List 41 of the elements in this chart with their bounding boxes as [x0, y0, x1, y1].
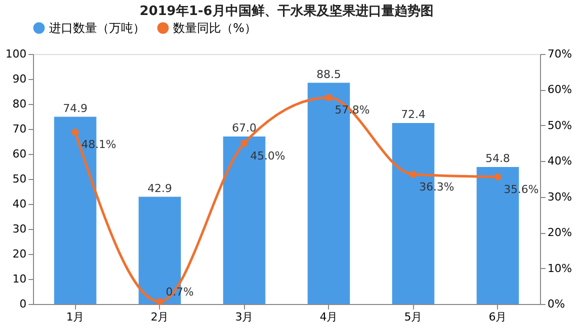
y-tick-label: 60 — [12, 148, 26, 160]
x-tick-label: 2月 — [150, 310, 169, 324]
point — [156, 298, 164, 306]
point — [72, 128, 79, 136]
y-tick-label: 90 — [12, 72, 26, 86]
data-label: 72.4 — [401, 108, 426, 121]
y-tick-label: 80 — [12, 98, 26, 110]
y2-tick-label: 30% — [548, 190, 572, 204]
chart-title: 2019年1-6月中国鲜、干水果及坚果进口量趋势图 — [140, 3, 434, 19]
y-tick-label: 10 — [12, 272, 26, 286]
y-tick-label: 20 — [12, 248, 26, 260]
x-tick-label: 1月 — [66, 310, 84, 324]
point — [494, 173, 502, 180]
y2-tick-label: 40% — [548, 154, 572, 168]
x-tick-label: 4月 — [320, 310, 338, 324]
y2-tick-label: 0% — [548, 298, 565, 310]
legend-label: 数量同比（%） — [173, 21, 256, 35]
x-tick-label: 6月 — [488, 310, 507, 324]
x-tick-label: 5月 — [404, 310, 422, 324]
y-tick-label: 0 — [20, 298, 26, 310]
data-label: 42.9 — [148, 182, 172, 195]
data-label: 67.0 — [232, 122, 256, 134]
y2-tick-label: 20% — [548, 226, 572, 240]
data-label: 0.7% — [166, 286, 194, 298]
y-tick-label: 40 — [12, 198, 26, 210]
y-tick-label: 30 — [12, 222, 26, 236]
data-label: 54.8 — [486, 152, 510, 165]
point — [325, 94, 332, 102]
y2-tick-label: 60% — [548, 83, 572, 96]
y-tick-label: 70 — [12, 122, 26, 136]
point — [240, 140, 248, 147]
y2-tick-label: 70% — [548, 48, 572, 60]
data-label: 74.9 — [63, 102, 88, 115]
y2-tick-label: 50% — [548, 118, 572, 132]
y2-tick-label: 10% — [548, 262, 572, 275]
data-label: 88.5 — [316, 68, 341, 81]
y-tick-label: 50 — [12, 172, 26, 186]
point — [410, 170, 417, 178]
x-tick-label: 3月 — [235, 310, 254, 324]
y-tick-label: 100 — [6, 48, 26, 60]
legend-label: 进口数量（万吨） — [49, 21, 145, 35]
